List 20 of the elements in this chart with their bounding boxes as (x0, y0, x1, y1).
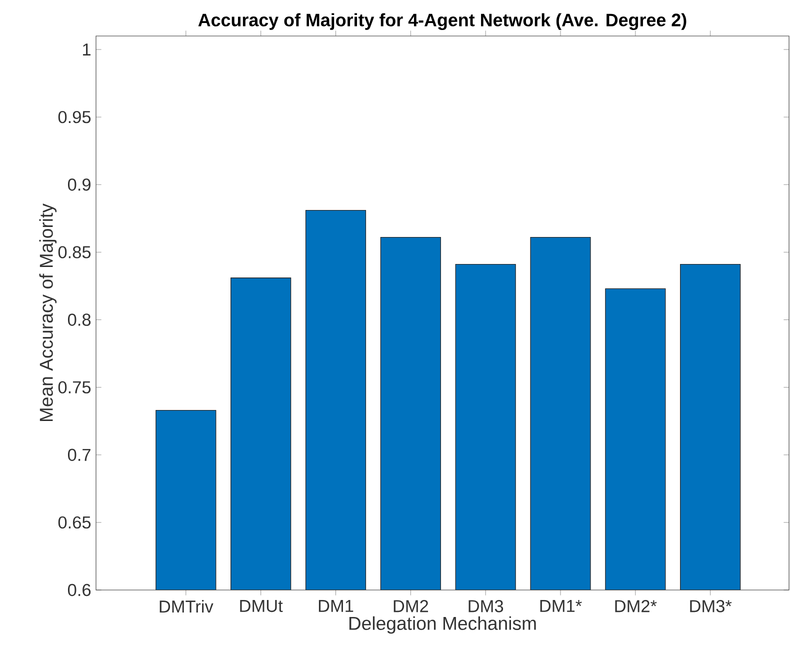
x-tick-label: DM1 (318, 600, 354, 612)
y-tick-label: 0.7 (68, 448, 90, 461)
x-tick-label: DMUt (240, 600, 283, 612)
x-tick-label: DM3 (468, 600, 504, 612)
y-tick-label: 0.8 (68, 314, 91, 326)
y-tick-label: 0.75 (58, 381, 91, 394)
y-axis-title: Mean Accuracy of Majority (39, 204, 57, 422)
y-tick-label: 0.65 (58, 516, 91, 529)
x-tick-label: DM3* (690, 600, 732, 612)
y-tick-label: 0.85 (58, 246, 91, 258)
y-tick-label: 1 (83, 44, 90, 56)
x-tick-label: DM2* (615, 600, 657, 612)
x-axis-title: Delegation Mechanism (349, 616, 536, 634)
y-tick-label: 0.9 (68, 178, 90, 191)
chart-title: Accuracy of Majority for 4-Agent Network (Ave. Degree 2) (198, 13, 686, 30)
x-tick-label: DM1* (540, 600, 582, 612)
y-tick-label: 0.95 (58, 110, 91, 124)
x-tick-label: DMTriv (160, 600, 214, 613)
y-tick-label: 0.6 (68, 584, 91, 596)
x-tick-label: DM2 (394, 600, 428, 612)
